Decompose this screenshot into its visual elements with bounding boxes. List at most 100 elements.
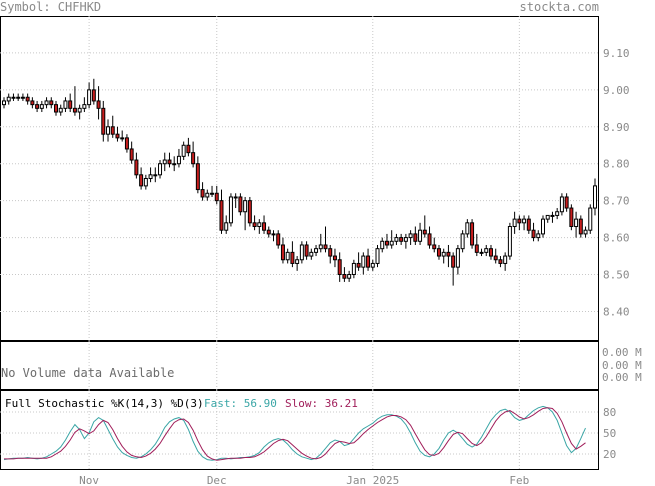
candle-body [58, 107, 63, 113]
stoch-tick-label: 80 [603, 406, 616, 419]
candle-body [30, 100, 35, 106]
candle-body [446, 251, 451, 257]
candle-body [262, 222, 267, 231]
candle-body [162, 159, 167, 165]
candle-body [115, 133, 120, 139]
candle-body [332, 255, 337, 261]
candle-body [470, 222, 475, 246]
candle-body [214, 192, 219, 202]
candle-body [408, 233, 413, 239]
stoch-fast-line [3, 405, 586, 461]
candle-body [233, 196, 238, 199]
candle-body [247, 200, 252, 224]
candle-body [228, 196, 233, 224]
candle-body [493, 255, 498, 261]
candle-body [593, 185, 597, 209]
candle-body [54, 104, 59, 113]
stoch-slow-line [4, 407, 586, 461]
price-tick-label: 8.50 [603, 269, 630, 282]
stochastic-panel [0, 390, 599, 470]
candle-body [96, 100, 101, 109]
candle-body [314, 248, 319, 253]
candle-body [176, 155, 181, 165]
candle-body [195, 163, 200, 191]
candle-body [545, 214, 550, 220]
candle-body [20, 96, 25, 99]
candle-body [403, 237, 408, 242]
candle-body [522, 218, 527, 224]
candle-body [219, 200, 224, 231]
candle-body [167, 159, 172, 165]
candle-body [413, 233, 418, 242]
candle-body [498, 259, 503, 264]
candle-body [153, 174, 158, 177]
candle-body [578, 218, 583, 235]
candle-body [295, 259, 300, 264]
candle-body [361, 255, 366, 268]
candle-body [432, 244, 437, 250]
candle-body [266, 229, 271, 235]
candle-body [72, 107, 77, 113]
candle-body [2, 100, 6, 106]
volume-tick: 0.00 M [602, 346, 642, 359]
candle-body [110, 126, 115, 135]
brand-label: stockta.com [519, 0, 599, 14]
candle-body [351, 262, 356, 276]
candle-body [134, 159, 139, 176]
candle-body [569, 207, 574, 228]
candle-body [77, 107, 82, 113]
candle-body [309, 251, 314, 257]
candle-body [422, 229, 427, 235]
candle-body [6, 96, 11, 102]
candle-body [323, 244, 328, 250]
candle-body [465, 222, 470, 235]
candle-body [366, 255, 371, 268]
candle-body [35, 104, 40, 109]
candle-body [555, 211, 560, 216]
candle-body [441, 251, 446, 257]
candle-body [507, 226, 512, 257]
candle-body [517, 218, 522, 224]
candle-body [143, 178, 148, 187]
candle-body [224, 222, 229, 231]
candle-body [16, 96, 21, 99]
candle-body [68, 100, 73, 109]
candle-body [356, 262, 361, 268]
candle-body [181, 144, 186, 157]
x-tick-label: Jan 2025 [346, 474, 399, 486]
candle-body [91, 89, 96, 102]
candle-body [139, 174, 144, 187]
candle-body [11, 96, 16, 99]
candle-body [148, 174, 153, 180]
candle-body [63, 100, 68, 109]
candle-body [512, 218, 517, 228]
candle-body [564, 196, 569, 209]
candle-body [559, 196, 564, 213]
candle-body [200, 189, 205, 198]
candle-body [531, 229, 536, 239]
candle-body [399, 237, 404, 242]
candle-body [210, 192, 215, 195]
candle-body [347, 274, 352, 279]
candle-body [39, 104, 44, 109]
candle-body [380, 240, 385, 250]
candle-body [290, 251, 295, 264]
candle-body [503, 255, 508, 264]
candle-body [101, 107, 106, 135]
candle-body [526, 218, 531, 231]
candle-body [474, 244, 479, 253]
candle-body [191, 152, 196, 165]
candle-body [129, 148, 134, 161]
candle-body [44, 100, 49, 106]
price-tick-label: 8.70 [603, 195, 630, 208]
price-tick-label: 8.90 [603, 121, 630, 134]
candle-body [436, 248, 441, 257]
candle-body [87, 89, 92, 106]
candle-body [451, 255, 456, 268]
stochastic-fast-label: Fast: 56.90 [204, 397, 277, 410]
price-tick-label: 8.80 [603, 158, 630, 171]
volume-tick: 0.00 M [602, 371, 642, 384]
candle-body [280, 244, 285, 261]
x-tick-label: Dec [207, 474, 227, 486]
